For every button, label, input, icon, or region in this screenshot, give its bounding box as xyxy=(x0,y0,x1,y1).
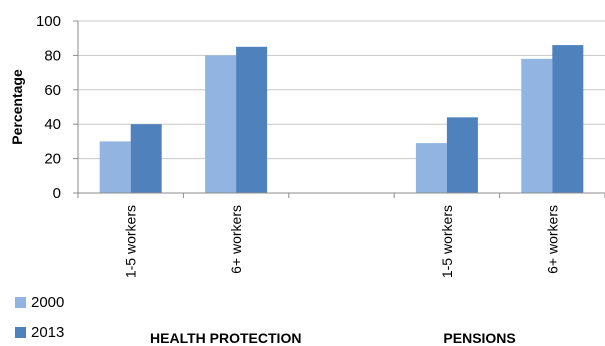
y-tick-20: 20 xyxy=(44,151,61,168)
x-tick-label-4: 6+ workers xyxy=(544,205,560,274)
y-tick-40: 40 xyxy=(44,116,61,133)
y-tick-80: 80 xyxy=(44,47,61,64)
x-tick-label-1: 6+ workers xyxy=(228,205,244,274)
bar-2013-0 xyxy=(130,124,162,193)
bar-2000-3 xyxy=(415,143,447,193)
legend-label-2013: 2013 xyxy=(31,324,64,341)
legend-swatch-2013 xyxy=(15,327,26,338)
y-tick-0: 0 xyxy=(53,185,61,202)
bar-2013-4 xyxy=(552,45,584,193)
bar-2013-3 xyxy=(446,117,478,193)
y-axis-label: Percentage xyxy=(9,69,25,145)
bar-2000-0 xyxy=(99,141,131,193)
bar-2013-1 xyxy=(236,46,268,193)
x-tick-label-3: 1-5 workers xyxy=(439,205,455,278)
y-tick-100: 100 xyxy=(36,13,61,30)
bar-2000-1 xyxy=(205,55,237,194)
legend-swatch-2000 xyxy=(15,297,26,308)
y-tick-60: 60 xyxy=(44,82,61,99)
bar-2000-4 xyxy=(521,58,553,194)
group-label-1: PENSIONS xyxy=(443,330,515,346)
group-label-0: HEALTH PROTECTION xyxy=(150,330,301,346)
x-tick-label-0: 1-5 workers xyxy=(123,205,139,278)
legend-label-2000: 2000 xyxy=(31,294,64,311)
